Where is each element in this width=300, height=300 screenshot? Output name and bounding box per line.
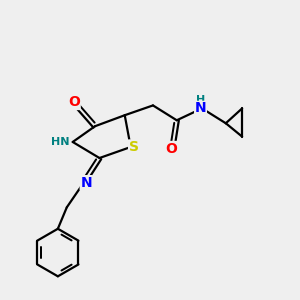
Text: O: O [165,142,177,155]
Text: N: N [195,101,206,116]
Text: N: N [80,176,92,190]
Text: HN: HN [51,137,70,147]
Text: H: H [196,95,205,105]
Text: O: O [68,95,80,110]
Text: S: S [129,140,139,154]
